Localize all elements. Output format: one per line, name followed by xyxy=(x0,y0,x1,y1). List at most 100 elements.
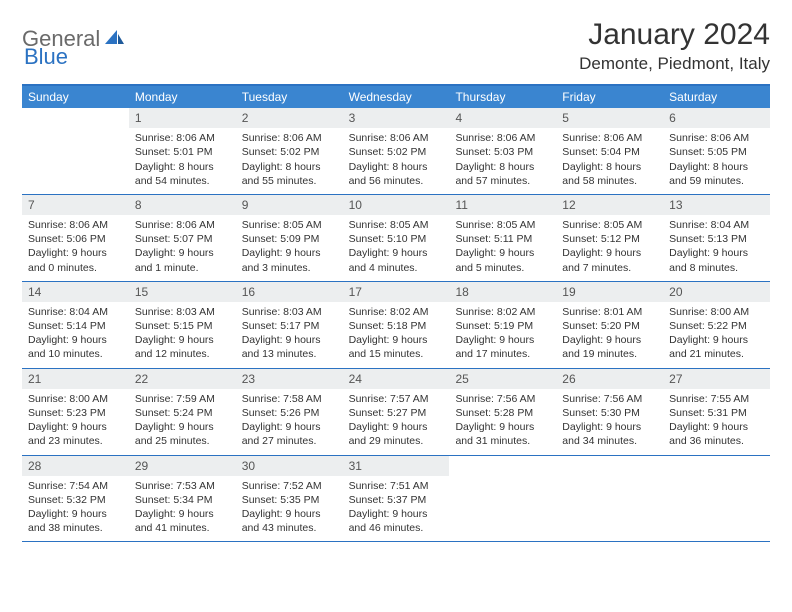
sunrise-line: Sunrise: 8:04 AM xyxy=(28,305,123,319)
daylight-line-2: and 55 minutes. xyxy=(242,174,337,188)
daylight-line-2: and 13 minutes. xyxy=(242,347,337,361)
daylight-line-1: Daylight: 9 hours xyxy=(349,246,444,260)
daylight-line-2: and 17 minutes. xyxy=(455,347,550,361)
day-number: 29 xyxy=(129,456,236,476)
day-content: Sunrise: 7:53 AMSunset: 5:34 PMDaylight:… xyxy=(129,476,236,542)
day-number: 16 xyxy=(236,282,343,302)
sunset-line: Sunset: 5:04 PM xyxy=(562,145,657,159)
day-content: Sunrise: 8:06 AMSunset: 5:07 PMDaylight:… xyxy=(129,215,236,281)
sunset-line: Sunset: 5:05 PM xyxy=(669,145,764,159)
daylight-line-2: and 21 minutes. xyxy=(669,347,764,361)
calendar-week-row: 7Sunrise: 8:06 AMSunset: 5:06 PMDaylight… xyxy=(22,195,770,282)
calendar-day-cell: 11Sunrise: 8:05 AMSunset: 5:11 PMDayligh… xyxy=(449,195,556,281)
daylight-line-1: Daylight: 9 hours xyxy=(135,333,230,347)
day-content: Sunrise: 8:03 AMSunset: 5:15 PMDaylight:… xyxy=(129,302,236,368)
day-number: 1 xyxy=(129,108,236,128)
sunset-line: Sunset: 5:17 PM xyxy=(242,319,337,333)
daylight-line-1: Daylight: 8 hours xyxy=(349,160,444,174)
daylight-line-2: and 27 minutes. xyxy=(242,434,337,448)
day-number: 5 xyxy=(556,108,663,128)
day-number xyxy=(449,456,556,460)
sunset-line: Sunset: 5:24 PM xyxy=(135,406,230,420)
sunrise-line: Sunrise: 8:06 AM xyxy=(669,131,764,145)
sunrise-line: Sunrise: 8:02 AM xyxy=(349,305,444,319)
day-content: Sunrise: 8:05 AMSunset: 5:10 PMDaylight:… xyxy=(343,215,450,281)
sunrise-line: Sunrise: 8:03 AM xyxy=(242,305,337,319)
day-content: Sunrise: 8:06 AMSunset: 5:01 PMDaylight:… xyxy=(129,128,236,194)
day-content: Sunrise: 7:57 AMSunset: 5:27 PMDaylight:… xyxy=(343,389,450,455)
day-number: 4 xyxy=(449,108,556,128)
daylight-line-2: and 3 minutes. xyxy=(242,261,337,275)
sunrise-line: Sunrise: 8:00 AM xyxy=(28,392,123,406)
sunrise-line: Sunrise: 8:05 AM xyxy=(242,218,337,232)
day-content: Sunrise: 8:06 AMSunset: 5:04 PMDaylight:… xyxy=(556,128,663,194)
day-number: 31 xyxy=(343,456,450,476)
day-content: Sunrise: 7:56 AMSunset: 5:28 PMDaylight:… xyxy=(449,389,556,455)
day-content: Sunrise: 8:03 AMSunset: 5:17 PMDaylight:… xyxy=(236,302,343,368)
sunrise-line: Sunrise: 7:58 AM xyxy=(242,392,337,406)
sunrise-line: Sunrise: 7:56 AM xyxy=(455,392,550,406)
calendar-day-cell: 18Sunrise: 8:02 AMSunset: 5:19 PMDayligh… xyxy=(449,282,556,368)
day-number xyxy=(22,108,129,112)
day-content: Sunrise: 8:02 AMSunset: 5:19 PMDaylight:… xyxy=(449,302,556,368)
calendar-day-cell: 16Sunrise: 8:03 AMSunset: 5:17 PMDayligh… xyxy=(236,282,343,368)
calendar-day-cell: 4Sunrise: 8:06 AMSunset: 5:03 PMDaylight… xyxy=(449,108,556,194)
daylight-line-2: and 19 minutes. xyxy=(562,347,657,361)
daylight-line-1: Daylight: 9 hours xyxy=(455,246,550,260)
daylight-line-1: Daylight: 8 hours xyxy=(669,160,764,174)
calendar-week-row: 21 Sunrise: 8:00 AMSunset: 5:23 PM Dayligh… xyxy=(22,369,770,456)
daylight-line-2: and 5 minutes. xyxy=(455,261,550,275)
sunset-line: Sunset: 5:12 PM xyxy=(562,232,657,246)
calendar-day-cell: 24Sunrise: 7:57 AMSunset: 5:27 PMDayligh… xyxy=(343,369,450,455)
day-number xyxy=(663,456,770,460)
day-number: 21 xyxy=(22,369,129,389)
sunset-line: Sunset: 5:22 PM xyxy=(669,319,764,333)
calendar-day-cell: 1Sunrise: 8:06 AMSunset: 5:01 PMDaylight… xyxy=(129,108,236,194)
calendar-day-cell: 13Sunrise: 8:04 AMSunset: 5:13 PMDayligh… xyxy=(663,195,770,281)
logo-sail-icon xyxy=(103,28,125,51)
calendar-body: 1Sunrise: 8:06 AMSunset: 5:01 PMDaylight… xyxy=(22,108,770,542)
day-content: Sunrise: 8:01 AMSunset: 5:20 PMDaylight:… xyxy=(556,302,663,368)
sunrise-line: Sunrise: 8:06 AM xyxy=(242,131,337,145)
daylight-line-2: and 38 minutes. xyxy=(28,521,123,535)
daylight-line-1: Daylight: 9 hours xyxy=(135,420,230,434)
calendar-day-cell: 25Sunrise: 7:56 AMSunset: 5:28 PMDayligh… xyxy=(449,369,556,455)
month-title: January 2024 xyxy=(579,18,770,52)
sunrise-line: Sunrise: 8:00 AM xyxy=(669,305,764,319)
page-header: General January 2024 Demonte, Piedmont, … xyxy=(22,18,770,74)
daylight-line-2: and 58 minutes. xyxy=(562,174,657,188)
sunrise-line: Sunrise: 7:55 AM xyxy=(669,392,764,406)
sunset-line: Sunset: 5:01 PM xyxy=(135,145,230,159)
day-content: Sunrise: 7:56 AMSunset: 5:30 PMDaylight:… xyxy=(556,389,663,455)
day-number: 9 xyxy=(236,195,343,215)
day-header-friday: Friday xyxy=(556,86,663,108)
sunrise-line: Sunrise: 8:06 AM xyxy=(455,131,550,145)
daylight-line-1: Daylight: 9 hours xyxy=(455,420,550,434)
calendar-day-cell xyxy=(22,108,129,194)
day-number: 20 xyxy=(663,282,770,302)
day-number: 11 xyxy=(449,195,556,215)
sunset-line: Sunset: 5:28 PM xyxy=(455,406,550,420)
daylight-line-2: and 46 minutes. xyxy=(349,521,444,535)
daylight-line-1: Daylight: 9 hours xyxy=(669,333,764,347)
location-subtitle: Demonte, Piedmont, Italy xyxy=(579,54,770,74)
calendar-day-cell: 2Sunrise: 8:06 AMSunset: 5:02 PMDaylight… xyxy=(236,108,343,194)
day-number: 3 xyxy=(343,108,450,128)
calendar-day-cell xyxy=(556,456,663,542)
day-number: 6 xyxy=(663,108,770,128)
sunrise-line: Sunrise: 8:06 AM xyxy=(135,218,230,232)
daylight-line-1: Daylight: 9 hours xyxy=(242,246,337,260)
sunrise-line: Sunrise: 8:05 AM xyxy=(562,218,657,232)
daylight-line-1: Daylight: 9 hours xyxy=(349,507,444,521)
day-number: 30 xyxy=(236,456,343,476)
day-content: Sunrise: 8:04 AMSunset: 5:14 PMDaylight:… xyxy=(22,302,129,368)
sunset-line: Sunset: 5:23 PM xyxy=(28,406,123,420)
sunset-line: Sunset: 5:13 PM xyxy=(669,232,764,246)
sunset-line: Sunset: 5:06 PM xyxy=(28,232,123,246)
calendar-day-cell xyxy=(663,456,770,542)
daylight-line-1: Daylight: 9 hours xyxy=(349,420,444,434)
day-number: 15 xyxy=(129,282,236,302)
sunset-line: Sunset: 5:37 PM xyxy=(349,493,444,507)
logo-text-blue-wrap: Blue xyxy=(24,44,68,70)
daylight-line-2: and 59 minutes. xyxy=(669,174,764,188)
